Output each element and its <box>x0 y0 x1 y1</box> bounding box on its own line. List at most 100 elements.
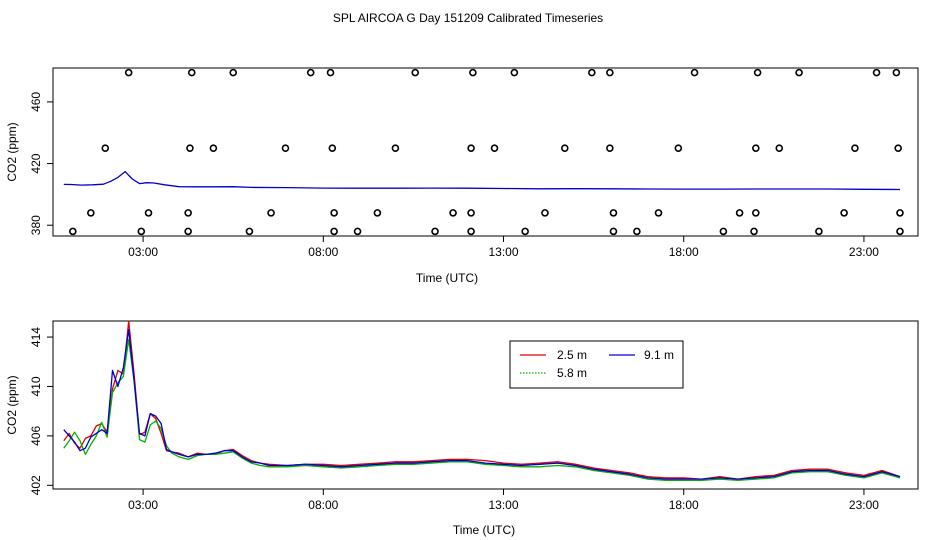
ylabel-bottom: CO2 (ppm) <box>5 375 19 434</box>
series-lines-top <box>63 170 901 191</box>
bot-xtick-label-23-00: 23:00 <box>849 498 879 512</box>
top-series-line-9-1-m <box>63 170 901 191</box>
calibration-point-56 <box>719 227 728 236</box>
bot-series-line-5-8-m <box>63 338 901 482</box>
calibration-point-5 <box>411 68 420 77</box>
calibration-point-0 <box>124 68 133 77</box>
calibration-point-25 <box>674 144 683 152</box>
calibration-point-9 <box>606 68 614 77</box>
calibration-point-57 <box>750 227 758 236</box>
calibration-point-14 <box>892 68 901 77</box>
top-xtick-label-23-00: 23:00 <box>849 245 879 259</box>
xticks-top: 03:00 08:00 13:00 18:00 23:00 <box>128 236 879 259</box>
bot-ytick-label-402: 402 <box>29 475 43 495</box>
calibration-point-1 <box>187 68 196 77</box>
legend-label-9-1m: 9.1 m <box>644 348 674 362</box>
legend-label-5-8m: 5.8 m <box>557 366 587 380</box>
calibration-point-22 <box>490 144 499 152</box>
calibration-point-55 <box>633 227 641 236</box>
calibration-point-27 <box>775 144 784 152</box>
calibration-point-43 <box>840 209 848 217</box>
bot-ytick-label-406: 406 <box>29 426 43 446</box>
calibration-points <box>69 68 904 236</box>
calibration-point-23 <box>560 144 569 152</box>
calibration-point-37 <box>467 209 475 217</box>
panel-bottom: Time (UTC) CO2 (ppm) 03:00 08:00 13:00 18:0… <box>5 320 919 537</box>
top-xtick-label-13-00: 13:00 <box>489 245 519 259</box>
calibration-point-8 <box>588 68 596 77</box>
calibration-point-16 <box>186 144 194 152</box>
xlabel-top: Time (UTC) <box>416 271 478 285</box>
calibration-point-19 <box>328 144 337 152</box>
calibration-point-15 <box>101 144 110 152</box>
calibration-point-52 <box>467 227 475 236</box>
calibration-point-6 <box>469 68 477 77</box>
calibration-point-35 <box>373 209 382 217</box>
calibration-point-29 <box>894 144 902 152</box>
plot-frame-bottom <box>52 320 919 490</box>
calibration-point-13 <box>872 68 881 77</box>
calibration-point-32 <box>184 209 192 217</box>
calibration-point-50 <box>353 227 362 236</box>
top-ytick-label-420: 420 <box>29 153 43 173</box>
calibration-point-59 <box>896 227 904 236</box>
calibration-point-40 <box>654 209 663 217</box>
calibration-point-51 <box>431 227 439 236</box>
top-ytick-label-380: 380 <box>29 215 43 235</box>
calibration-point-20 <box>391 144 400 152</box>
calibration-point-49 <box>330 227 338 236</box>
bot-xtick-label-13-00: 13:00 <box>489 498 519 512</box>
yticks-top: 380 420 460 <box>29 92 53 235</box>
calibration-point-45 <box>69 227 77 236</box>
bot-xtick-label-08-00: 08:00 <box>308 498 338 512</box>
calibration-point-53 <box>521 227 529 236</box>
calibration-point-38 <box>541 209 549 217</box>
bot-ytick-label-414: 414 <box>29 327 43 347</box>
bot-series-line-9-1-m <box>63 328 901 480</box>
calibration-point-36 <box>449 209 457 217</box>
bot-series-line-2-5-m <box>63 320 901 480</box>
calibration-point-2 <box>229 68 238 77</box>
xticks-bottom: 03:00 08:00 13:00 18:00 23:00 <box>128 489 879 512</box>
calibration-point-42 <box>752 209 760 217</box>
top-ytick-label-460: 460 <box>29 92 43 112</box>
calibration-point-21 <box>467 144 475 152</box>
calibration-point-4 <box>326 68 335 77</box>
legend-label-2-5m: 2.5 m <box>557 348 587 362</box>
calibration-point-41 <box>735 209 744 217</box>
top-xtick-label-08-00: 08:00 <box>308 245 338 259</box>
calibration-point-7 <box>510 68 519 77</box>
calibration-point-44 <box>896 209 904 217</box>
calibration-point-33 <box>267 209 275 217</box>
calibration-point-11 <box>753 68 762 77</box>
legend: 2.5 m 5.8 m 9.1 m <box>509 340 684 389</box>
top-xtick-label-03-00: 03:00 <box>128 245 158 259</box>
calibration-point-54 <box>609 227 618 236</box>
figure-title: SPL AIRCOA G Day 151209 Calibrated Times… <box>333 11 603 25</box>
calibration-point-3 <box>306 68 315 77</box>
calibration-point-34 <box>330 209 338 217</box>
ylabel-top: CO2 (ppm) <box>5 122 19 181</box>
calibration-point-28 <box>851 144 859 152</box>
legend-box <box>509 340 684 389</box>
bot-xtick-label-18-00: 18:00 <box>669 498 699 512</box>
yticks-bottom: 402 406 410 414 <box>29 327 53 495</box>
calibration-point-58 <box>815 227 823 236</box>
calibration-point-30 <box>87 209 95 217</box>
calibration-point-10 <box>690 68 699 77</box>
calibration-point-47 <box>184 227 192 236</box>
calibration-point-18 <box>281 144 290 152</box>
calibration-point-48 <box>245 227 254 236</box>
series-lines-bottom <box>63 320 901 482</box>
plot-frame-top <box>52 67 919 237</box>
calibration-point-31 <box>144 209 153 217</box>
calibration-point-46 <box>137 227 146 236</box>
bot-xtick-label-03-00: 03:00 <box>128 498 158 512</box>
xlabel-bottom: Time (UTC) <box>453 523 515 537</box>
calibration-point-26 <box>752 144 760 152</box>
calibration-point-17 <box>209 144 218 152</box>
top-xtick-label-18-00: 18:00 <box>669 245 699 259</box>
bot-ytick-label-410: 410 <box>29 376 43 396</box>
panel-top: Time (UTC) CO2 (ppm) 03:00 08:00 13:00 18:0… <box>5 67 919 285</box>
